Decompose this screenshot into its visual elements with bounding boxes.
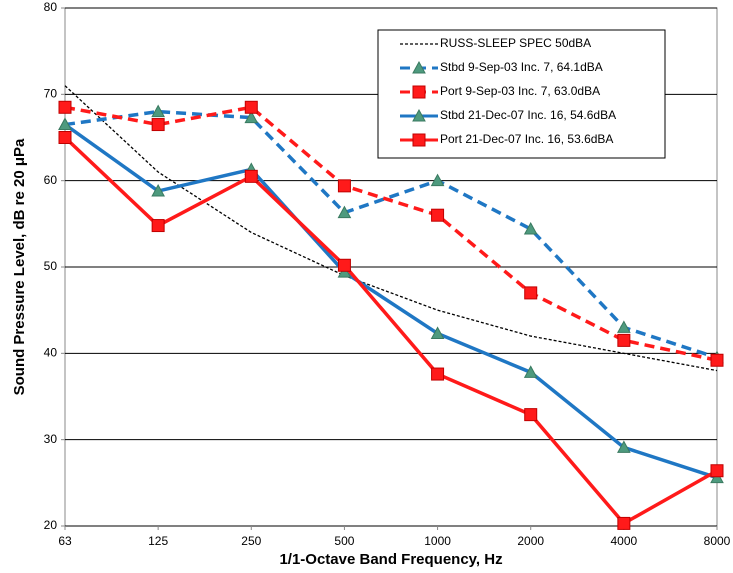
data-point [431,208,445,222]
series-line [63,123,718,480]
data-point [58,117,72,131]
x-tick-label: 4000 [611,534,638,548]
x-tick-label: 500 [334,534,354,548]
series-line [64,105,718,362]
data-point [431,367,445,381]
data-point [617,333,631,347]
data-point [523,365,538,378]
data-point [151,183,165,197]
series-line [63,136,718,526]
legend-label: Port 21-Dec-07 Inc. 16, 53.6dBA [440,132,613,146]
legend-marker [412,85,426,99]
series-line [64,85,718,372]
data-point [430,326,445,339]
data-point [244,100,258,114]
data-point [337,258,351,272]
data-point [617,320,631,333]
x-axis-title: 1/1-Octave Band Frequency, Hz [279,551,502,568]
data-point [617,440,631,453]
series-line [64,109,718,360]
x-tick-label: 2000 [517,534,544,548]
legend-marker [412,133,426,147]
x-tick-label: 1000 [424,534,451,548]
y-tick-label: 60 [44,173,58,187]
data-point [710,464,724,478]
data-point [617,516,631,530]
data-point [337,179,351,193]
data-point [151,118,165,132]
y-tick-label: 80 [44,0,58,14]
data-point [58,100,72,114]
legend-label: RUSS-SLEEP SPEC 50dBA [440,36,591,50]
legend-label: Stbd 21-Dec-07 Inc. 16, 54.6dBA [440,108,616,122]
data-point [244,110,259,124]
data-point [151,219,165,233]
legend-label: Stbd 9-Sep-03 Inc. 7, 64.1dBA [440,60,603,74]
legend-box [377,29,666,159]
data-point [58,131,72,144]
data-point [244,169,258,183]
y-axis-title: Sound Pressure Level, dB re 20 μPa [11,138,28,395]
y-tick-label: 20 [44,518,58,532]
legend-marker [412,108,426,122]
x-tick-label: 250 [241,534,261,548]
y-tick-label: 40 [44,346,58,360]
x-tick-label: 125 [148,534,168,548]
legend-marker [412,60,426,74]
legend: RUSS-SLEEP SPEC 50dBA Stbd 9-Sep-03 Inc. … [377,29,666,159]
data-point [524,286,538,300]
y-tick-label: 70 [44,87,58,101]
x-tick-label: 8000 [704,534,731,548]
y-tick-label: 30 [44,432,58,446]
data-point [524,408,538,422]
y-tick-label: 50 [44,259,58,273]
data-point [337,205,352,219]
data-point [710,353,724,367]
data-point [151,104,165,118]
x-tick-label: 63 [58,534,72,548]
legend-label: Port 9-Sep-03 Inc. 7, 63.0dBA [440,84,600,98]
data-point [430,173,445,187]
data-point [523,221,538,235]
